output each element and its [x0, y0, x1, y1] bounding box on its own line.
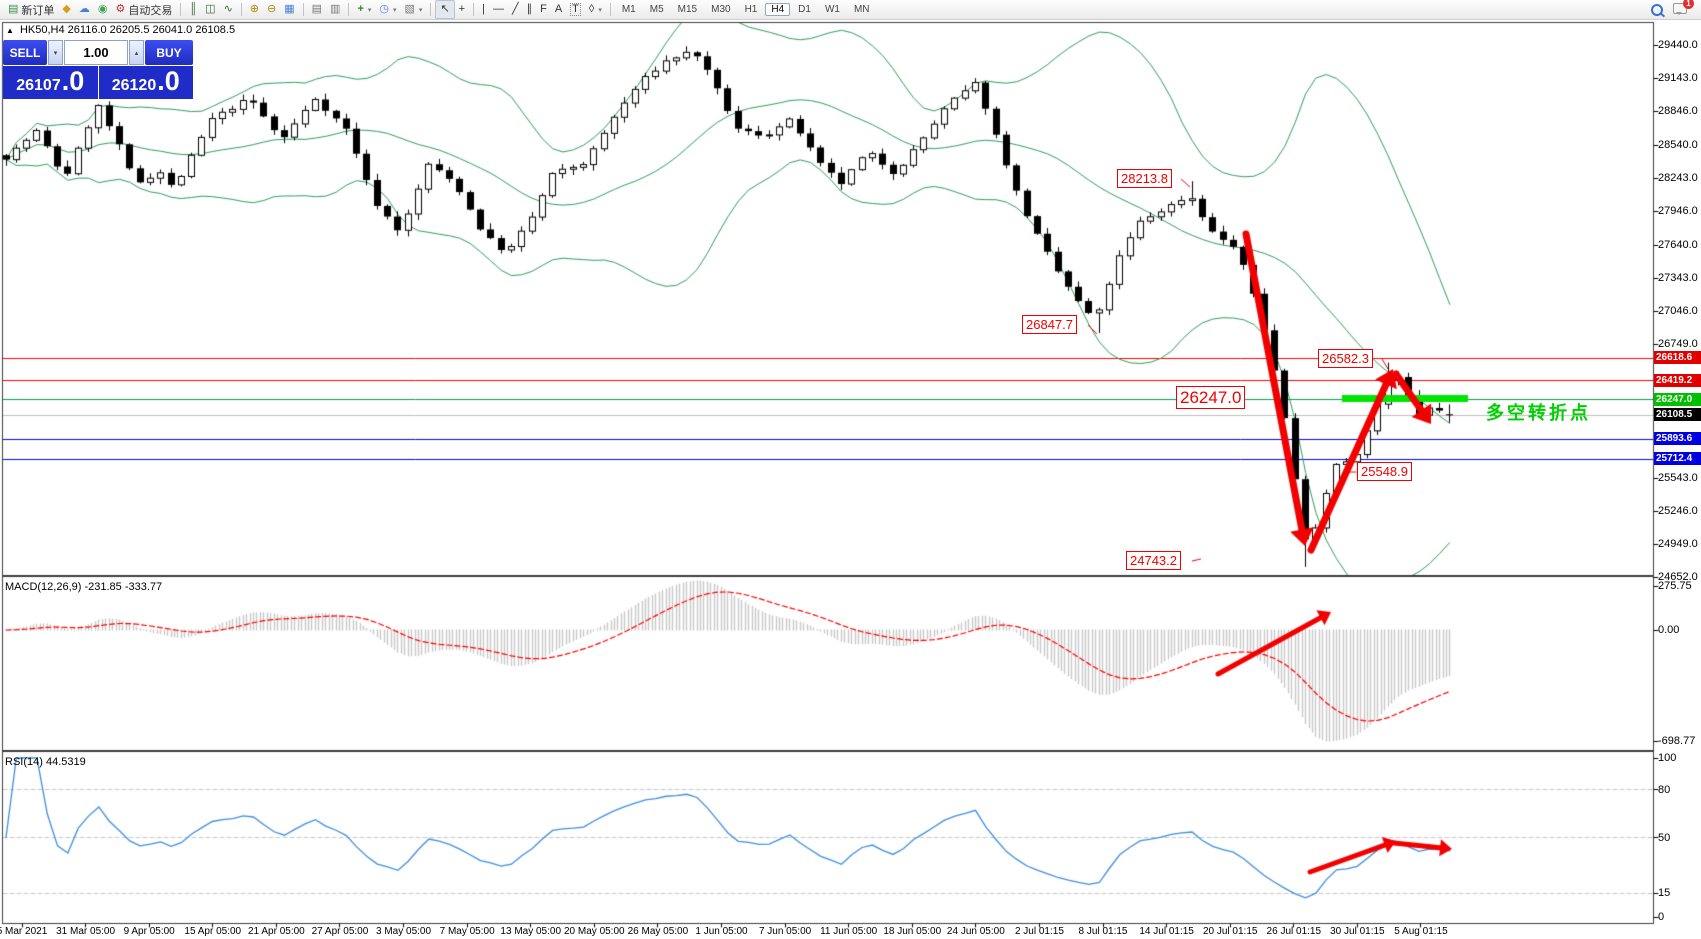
time-axis-label: 21 Apr 05:00: [248, 926, 305, 937]
time-axis-label: 30 Jul 01:15: [1330, 926, 1385, 937]
price-axis-tick: 27046.0: [1658, 305, 1698, 317]
time-axis-label: 13 May 05:00: [500, 926, 562, 937]
macd-axis-tick: 0.00: [1658, 624, 1680, 636]
price-axis-tick: 29440.0: [1658, 39, 1698, 51]
time-axis-label: 26 May 05:00: [627, 926, 689, 937]
volume-input[interactable]: 1.00: [64, 40, 128, 65]
sell-button[interactable]: SELL: [3, 40, 47, 65]
time-axis-label: 24 Jun 05:00: [946, 926, 1005, 937]
price-axis-tick: 27640.0: [1658, 239, 1698, 251]
price-axis-badge: 25712.4: [1654, 452, 1701, 466]
ask-price: 26120: [111, 77, 157, 94]
volume-decrease-stepper[interactable]: ▾: [48, 40, 63, 65]
time-axis-label: 5 Mar 2021: [0, 926, 48, 937]
bid-price-cell[interactable]: 26107 .0: [3, 66, 98, 99]
price-axis-tick: 27946.0: [1658, 205, 1698, 217]
price-axis-tick: 25543.0: [1658, 472, 1698, 484]
macd-indicator-label: MACD(12,26,9) -231.85 -333.77: [5, 581, 163, 593]
price-axis-badge: 26247.0: [1654, 392, 1701, 406]
price-axis-tick: 29143.0: [1658, 72, 1698, 84]
expand-triangle-icon: ▲: [6, 26, 14, 35]
rsi-axis-tick: 15: [1658, 887, 1671, 900]
ask-price-decimal: .0: [157, 66, 180, 96]
time-axis-label: 5 Aug 01:15: [1394, 926, 1448, 937]
time-axis-label: 1 Jun 05:00: [695, 926, 748, 937]
macd-axis-tick: 275.75: [1658, 580, 1692, 593]
price-annotation-label[interactable]: 26582.3: [1318, 349, 1373, 368]
price-axis-tick: 24652.0: [1658, 571, 1698, 583]
time-axis-label: 26 Jul 01:15: [1266, 926, 1322, 937]
rsi-axis-tick: 100: [1658, 752, 1677, 764]
time-axis-label: 3 May 05:00: [376, 926, 432, 937]
price-axis-tick: 28540.0: [1658, 139, 1698, 151]
time-axis-label: 20 May 05:00: [563, 926, 625, 937]
price-axis-tick: 28846.0: [1658, 105, 1698, 117]
bid-price: 26107: [16, 77, 61, 94]
price-axis-tick: 24949.0: [1658, 538, 1698, 550]
rsi-axis-tick: 50: [1658, 831, 1671, 844]
time-axis-label: 8 Jul 01:15: [1078, 926, 1128, 937]
time-axis-label: 11 Jun 05:00: [820, 926, 878, 937]
time-axis-label: 7 Jun 05:00: [758, 926, 812, 937]
price-axis-tick: 27343.0: [1658, 272, 1698, 284]
price-axis-badge: 26108.5: [1654, 408, 1701, 422]
symbol-ohlc-text: HK50,H4 26116.0 26205.5 26041.0 26108.5: [19, 24, 236, 36]
time-axis-label: 14 Jul 01:15: [1139, 926, 1194, 937]
time-axis-label: 20 Jul 01:15: [1202, 926, 1258, 937]
time-axis-label: 18 Jun 05:00: [883, 926, 942, 937]
rsi-indicator-label: RSI(14) 44.5319: [5, 756, 86, 768]
price-axis-tick: 25246.0: [1658, 505, 1698, 517]
time-axis-label: 9 Apr 05:00: [123, 926, 175, 937]
price-axis-badge: 26618.6: [1654, 351, 1701, 365]
time-axis-label: 7 May 05:00: [439, 926, 495, 937]
price-axis-badge: 26419.2: [1654, 373, 1701, 387]
price-annotation-label[interactable]: 25548.9: [1357, 462, 1412, 481]
bid-price-decimal: .0: [61, 66, 85, 96]
price-annotation-label[interactable]: 24743.2: [1126, 551, 1181, 570]
price-axis-tick: 26749.0: [1658, 338, 1698, 350]
ask-price-cell[interactable]: 26120 .0: [98, 66, 193, 99]
rsi-axis-tick: 80: [1658, 783, 1671, 796]
rsi-axis-tick: 0: [1658, 911, 1665, 923]
price-annotation-label[interactable]: 26847.7: [1022, 315, 1077, 334]
price-axis-badge: 25893.6: [1654, 432, 1701, 446]
price-annotation-label[interactable]: 28213.8: [1117, 169, 1172, 188]
macd-axis-tick: -698.77: [1658, 735, 1696, 748]
buy-button[interactable]: BUY: [145, 40, 193, 65]
volume-increase-stepper[interactable]: ▴: [129, 40, 144, 65]
price-axis-tick: 28243.0: [1658, 172, 1698, 184]
symbol-header: ▲ HK50,H4 26116.0 26205.5 26041.0 26108.…: [6, 24, 235, 36]
trend-note-text: 多空转折点: [1486, 403, 1591, 423]
time-axis-label: 15 Apr 05:00: [184, 926, 242, 937]
time-axis-label: 31 Mar 05:00: [56, 926, 116, 937]
price-annotation-label[interactable]: 26247.0: [1176, 386, 1246, 409]
time-axis-label: 2 Jul 01:15: [1014, 926, 1064, 937]
time-axis-label: 27 Apr 05:00: [311, 926, 369, 937]
one-click-trade-panel: SELL ▾ 1.00 ▴ BUY 26107 .0 26120 .0: [3, 40, 193, 99]
